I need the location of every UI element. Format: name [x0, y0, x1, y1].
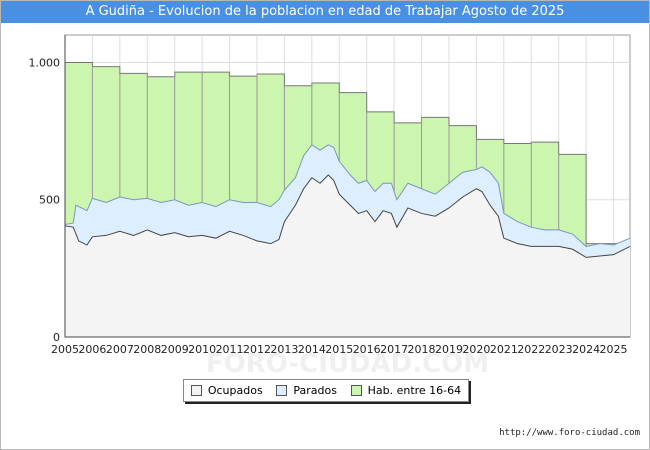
x-tick-label: 2025: [600, 343, 628, 356]
x-tick-label: 2006: [78, 343, 106, 356]
x-tick-label: 2024: [572, 343, 600, 356]
x-tick-label: 2018: [408, 343, 436, 356]
x-tick-label: 2015: [325, 343, 353, 356]
y-tick-label: 0: [53, 331, 60, 344]
x-tick-label: 2022: [517, 343, 545, 356]
x-tick-label: 2011: [216, 343, 244, 356]
x-tick-label: 2020: [462, 343, 490, 356]
x-tick-label: 2014: [298, 343, 326, 356]
legend-item-ocupados: Ocupados: [190, 384, 263, 397]
legend-label-ocupados: Ocupados: [207, 384, 263, 397]
series-ocupados-area: [65, 175, 630, 337]
x-tick-label: 2019: [435, 343, 463, 356]
x-tick-label: 2007: [106, 343, 134, 356]
source-url: http://www.foro-ciudad.com: [499, 428, 640, 438]
legend: Ocupados Parados Hab. entre 16-64: [183, 379, 469, 402]
legend-label-parados: Parados: [293, 384, 337, 397]
legend-swatch-ocupados: [190, 385, 202, 396]
x-tick-label: 2016: [353, 343, 381, 356]
chart-title: A Gudiña - Evolucion de la poblacion en …: [85, 4, 565, 19]
x-tick-label: 2010: [188, 343, 216, 356]
x-tick-label: 2013: [270, 343, 298, 356]
y-tick-label: 500: [39, 194, 60, 207]
x-tick-label: 2012: [243, 343, 271, 356]
x-tick-label: 2021: [490, 343, 518, 356]
legend-item-parados: Parados: [276, 384, 337, 397]
series-ocupados-line: [64, 174, 631, 258]
x-tick-label: 2023: [545, 343, 573, 356]
x-tick-label: 2009: [161, 343, 189, 356]
series-hab-line: [65, 61, 630, 245]
legend-swatch-hab: [350, 385, 362, 396]
x-tick-label: 2005: [51, 343, 79, 356]
x-tick-label: 2017: [380, 343, 408, 356]
y-tick-label: 1.000: [29, 56, 61, 69]
x-tick-label: 2008: [133, 343, 161, 356]
legend-item-hab: Hab. entre 16-64: [350, 384, 462, 397]
watermark: FORO-CIUDAD.COM: [206, 349, 489, 379]
legend-swatch-parados: [276, 385, 288, 396]
legend-label-hab: Hab. entre 16-64: [367, 384, 462, 397]
series-parados-line: [64, 144, 631, 247]
title-bar: A Gudiña - Evolucion de la poblacion en …: [1, 1, 649, 23]
